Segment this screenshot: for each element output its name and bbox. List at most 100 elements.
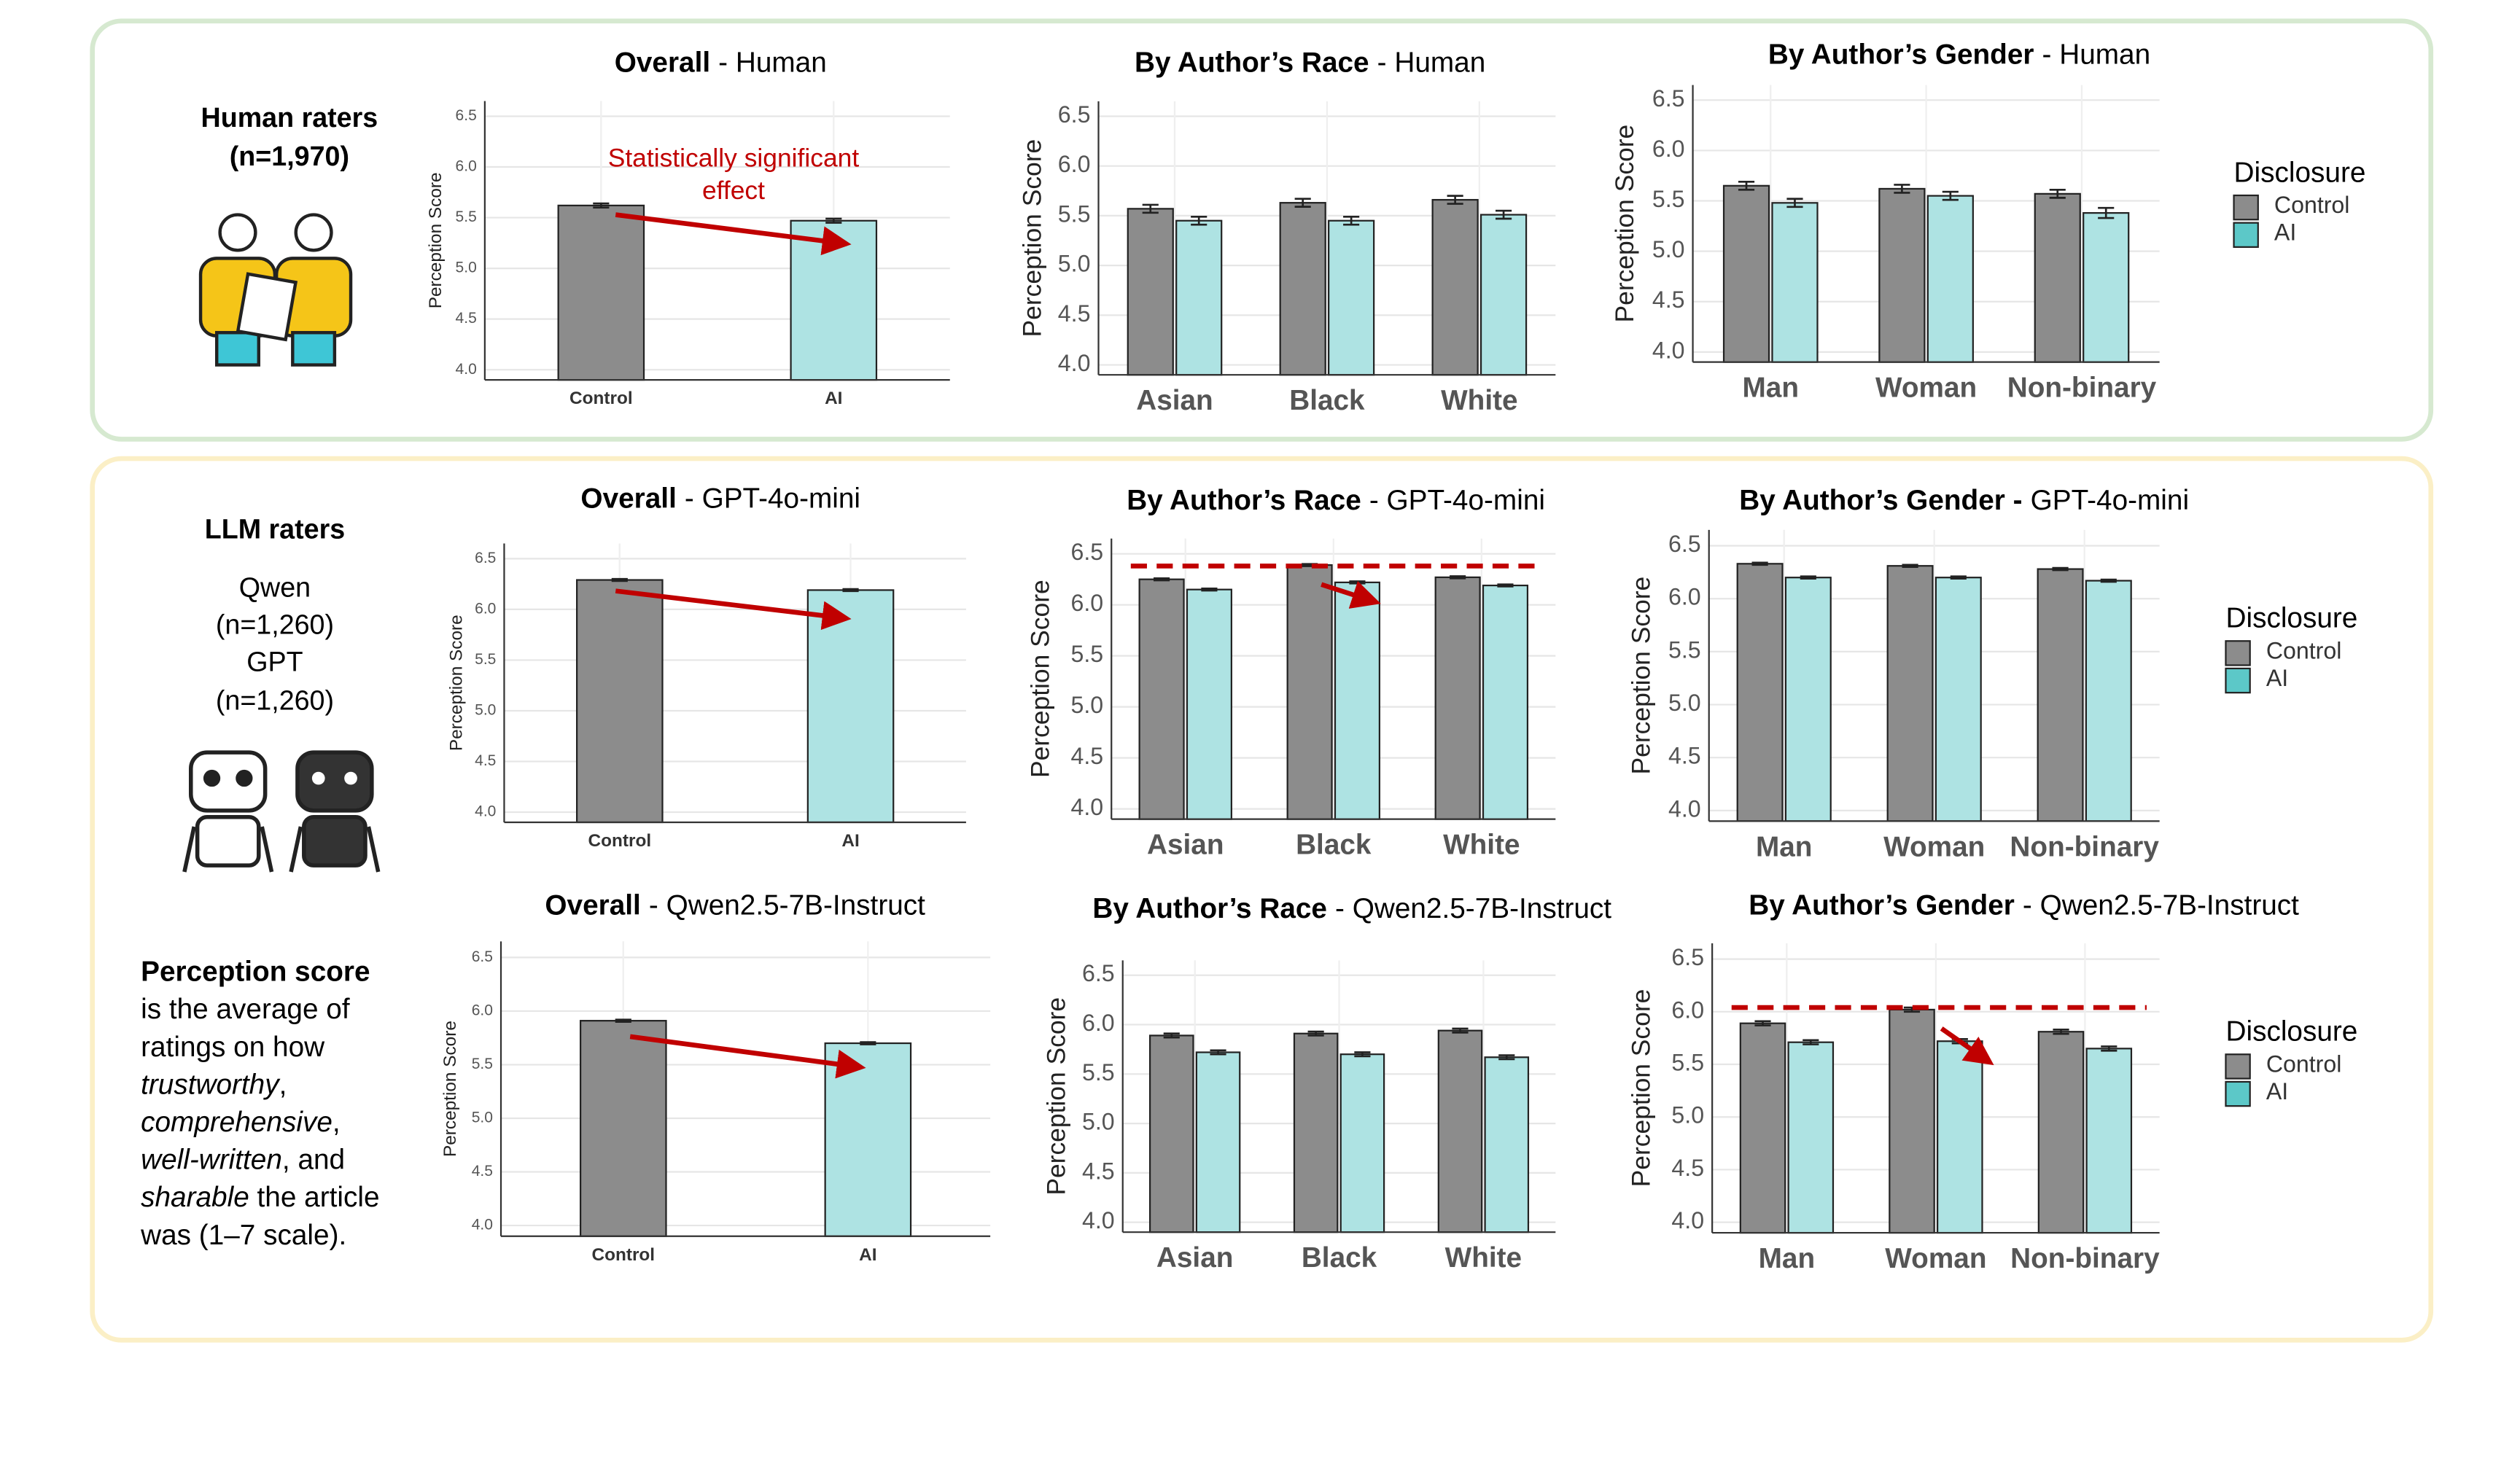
- human-panel: [90, 18, 2434, 442]
- chart-title-bold: By Author’s Race: [1092, 893, 1327, 924]
- bar: [579, 1020, 667, 1237]
- error-bar: [1154, 577, 1170, 582]
- y-tick-label: 6.5: [1071, 539, 1104, 565]
- bar: [1889, 1008, 1935, 1234]
- y-tick-label: 4.0: [472, 1217, 493, 1233]
- y-tick-label: 5.0: [1671, 1102, 1704, 1128]
- chart-title-rest: - Qwen2.5-7B-Instruct: [649, 890, 925, 921]
- annotation: Statistically significant: [608, 144, 860, 173]
- llm-title: LLM raters: [205, 514, 345, 545]
- x-tick-label: White: [1441, 385, 1517, 416]
- y-tick-label: 4.0: [1082, 1207, 1115, 1233]
- error-bar: [1294, 198, 1311, 208]
- y-tick-label: 5.5: [1652, 186, 1685, 212]
- chart-title: By Author’s Gender - GPT-4o-mini: [1739, 485, 2189, 516]
- x-tick-label: Black: [1289, 385, 1365, 416]
- chart: By Author’s Race - GPT-4o-mini Perception …: [1025, 485, 1556, 861]
- y-tick-label: 6.0: [456, 158, 477, 175]
- bar: [1739, 1022, 1786, 1234]
- error-bar: [860, 1041, 876, 1045]
- y-tick-label: 6.5: [1652, 85, 1685, 112]
- y-tick-label: 4.5: [1668, 743, 1701, 769]
- chart-title: By Author’s Race - Qwen2.5-7B-Instruct: [1092, 893, 1611, 924]
- y-axis-label: Perception Score: [447, 615, 467, 751]
- chart: By Author’s Gender - Human Perception Scor…: [1610, 39, 2365, 404]
- y-tick-label: 4.5: [475, 752, 496, 769]
- x-tick-label: Asian: [1136, 385, 1213, 416]
- bar: [1431, 198, 1479, 376]
- y-tick-label: 4.0: [456, 361, 477, 378]
- legend-swatch: [2233, 194, 2259, 221]
- bar: [1787, 1041, 1835, 1234]
- chart-title: By Author’s Gender - Human: [1768, 39, 2150, 71]
- y-tick-label: 4.5: [1058, 300, 1091, 327]
- chart-title: By Author’s Race - Human: [1135, 47, 1485, 79]
- error-bar: [1498, 1054, 1515, 1061]
- legend-label: AI: [2274, 219, 2296, 246]
- error-bar: [1450, 575, 1466, 580]
- y-axis-label: Perception Score: [1025, 580, 1054, 778]
- note-segment: the article: [249, 1182, 380, 1213]
- y-tick-label: 6.5: [1668, 531, 1701, 557]
- x-tick-label: Control: [592, 1245, 656, 1265]
- bar: [1434, 576, 1481, 820]
- y-tick-label: 4.0: [475, 803, 496, 820]
- x-tick-label: Non-binary: [2010, 1243, 2160, 1274]
- bar: [1722, 184, 1770, 363]
- y-axis-label: Perception Score: [1017, 139, 1046, 338]
- chart-title-rest: - Human: [2042, 39, 2151, 71]
- bar: [1771, 202, 1819, 363]
- bar: [2082, 212, 2130, 363]
- y-tick-label: 5.0: [472, 1110, 493, 1126]
- chart: Overall - GPT-4o-mini Perception Score 4.0 4…: [447, 483, 966, 851]
- y-tick-label: 6.5: [1671, 944, 1704, 970]
- y-tick-label: 6.5: [1082, 960, 1115, 986]
- chart-title-bold: Overall: [580, 483, 676, 515]
- people-icon: [198, 213, 353, 367]
- y-tick-label: 4.5: [456, 310, 477, 327]
- y-tick-label: 6.0: [472, 1002, 493, 1018]
- y-tick-label: 5.0: [1082, 1109, 1115, 1135]
- bar: [576, 579, 664, 824]
- error-bar: [611, 577, 628, 582]
- x-tick-label: Black: [1296, 830, 1372, 861]
- note-line: Perception score: [141, 956, 370, 988]
- x-tick-label: White: [1445, 1242, 1522, 1274]
- legend-swatch: [2225, 1080, 2251, 1107]
- note-line: is the average of: [141, 994, 350, 1025]
- legend-title: Disclosure: [2225, 1016, 2357, 1048]
- x-tick-label: Woman: [1883, 831, 1985, 862]
- error-bar: [2098, 206, 2115, 219]
- chart: By Author’s Race - Qwen2.5-7B-Instruct Per…: [1042, 893, 1612, 1274]
- bar: [824, 1042, 912, 1237]
- y-tick-label: 6.0: [1071, 590, 1104, 616]
- chart-title: By Author’s Race - GPT-4o-mini: [1127, 485, 1545, 516]
- note-segment: sharable: [141, 1182, 249, 1213]
- legend-swatch: [2233, 222, 2259, 248]
- chart-title: Overall - Qwen2.5-7B-Instruct: [545, 890, 925, 921]
- legend-title: Disclosure: [2234, 157, 2366, 188]
- legend-label: Control: [2266, 1050, 2342, 1077]
- bar: [1886, 565, 1934, 822]
- note-line: trustworthy,: [141, 1069, 287, 1101]
- bar: [2037, 568, 2084, 822]
- chart-title: By Author’s Gender - Qwen2.5-7B-Instruct: [1749, 890, 2299, 921]
- x-tick-label: Control: [569, 389, 633, 408]
- bar: [1937, 1040, 1983, 1234]
- y-axis-label: Perception Score: [1626, 577, 1655, 775]
- bar: [2037, 1031, 2085, 1234]
- chart-title-bold: By Author’s Race: [1135, 47, 1369, 79]
- error-bar: [593, 202, 610, 208]
- error-bar: [1354, 1051, 1371, 1058]
- note-segment: ,: [279, 1069, 287, 1101]
- error-bar: [1786, 198, 1803, 208]
- y-tick-label: 4.0: [1671, 1207, 1704, 1233]
- y-tick-label: 4.5: [1671, 1155, 1704, 1181]
- x-tick-label: AI: [825, 389, 842, 408]
- llm-line: (n=1,260): [216, 609, 334, 639]
- chart-title-rest: - Human: [718, 47, 827, 79]
- bar: [1736, 563, 1784, 822]
- y-tick-label: 4.5: [1082, 1158, 1115, 1184]
- error-bar: [1163, 1032, 1180, 1039]
- note-segment: , and: [282, 1145, 345, 1176]
